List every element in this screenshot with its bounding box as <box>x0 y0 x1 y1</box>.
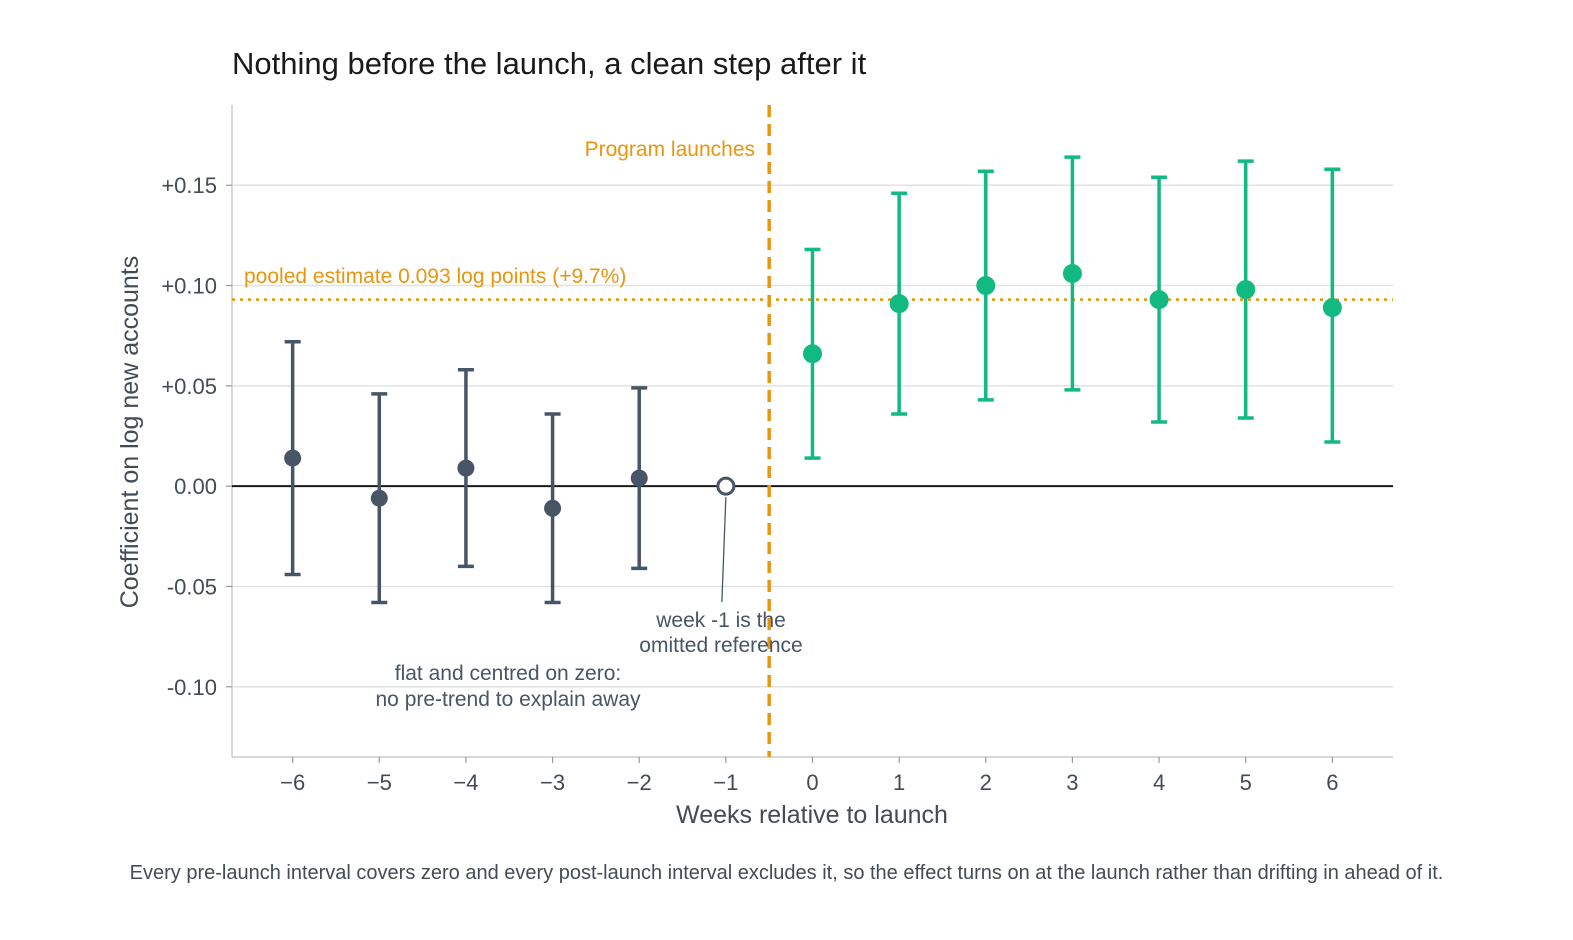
pretrend-annotation-line1: flat and centred on zero: <box>395 662 621 685</box>
post-point-estimate <box>1236 280 1256 300</box>
y-tick-label: +0.10 <box>161 274 217 299</box>
post-point-estimate <box>1062 264 1082 284</box>
pre-point-estimate <box>284 449 302 467</box>
y-tick-label: 0.00 <box>174 474 217 499</box>
reference-annotation-line2: omitted reference <box>639 634 802 657</box>
reference-point <box>716 476 736 496</box>
post-point-estimate <box>803 344 822 364</box>
x-tick-label: 2 <box>980 770 992 795</box>
x-tick-label: −1 <box>713 770 738 795</box>
pre-point-estimate <box>630 469 648 487</box>
post-point-estimate <box>889 294 909 314</box>
pre-point-estimate <box>370 489 388 507</box>
x-tick-label: 0 <box>806 770 818 795</box>
y-tick-label: +0.15 <box>161 173 217 198</box>
x-tick-label: −3 <box>540 770 565 795</box>
x-tick-label: −5 <box>367 770 392 795</box>
x-tick-label: 3 <box>1066 770 1078 795</box>
error-bars <box>284 155 1341 605</box>
x-tick-label: −4 <box>453 770 478 795</box>
y-tick-label: +0.05 <box>161 374 217 399</box>
x-tick-labels: −6 −5 −4 −3 −2 −1 0 1 2 3 4 5 6 <box>280 757 1338 795</box>
pooled-estimate-annotation: pooled estimate 0.093 log points (+9.7%) <box>244 265 626 288</box>
chart-title: Nothing before the launch, a clean step … <box>232 46 867 81</box>
figure-caption: Every pre-launch interval covers zero an… <box>129 862 1444 884</box>
x-axis-label: Weeks relative to launch <box>676 801 948 829</box>
post-point-estimate <box>1322 298 1342 318</box>
post-point-estimate <box>1149 290 1169 310</box>
x-tick-label: −2 <box>627 770 652 795</box>
x-tick-label: 5 <box>1240 770 1252 795</box>
reference-annotation-line1: week -1 is the <box>655 609 786 632</box>
y-axis-label: Coefficient on log new accounts <box>116 256 144 609</box>
reference-lines <box>232 105 1393 757</box>
x-tick-label: 4 <box>1153 770 1165 795</box>
y-tick-label: -0.05 <box>167 574 217 599</box>
y-tick-labels: -0.10 -0.05 0.00 +0.05 +0.10 +0.15 <box>161 173 232 700</box>
pre-point-estimate <box>457 459 475 477</box>
reference-pointer-line <box>721 497 727 603</box>
x-tick-label: 6 <box>1326 770 1338 795</box>
pre-point-estimate <box>544 499 562 517</box>
post-point-estimate <box>976 276 996 296</box>
y-tick-label: -0.10 <box>167 675 217 700</box>
point-estimates <box>284 264 1342 517</box>
x-tick-label: −6 <box>280 770 305 795</box>
launch-annotation: Program launches <box>585 138 755 161</box>
pretrend-annotation-line2: no pre-trend to explain away <box>376 688 641 711</box>
x-tick-label: 1 <box>893 770 905 795</box>
